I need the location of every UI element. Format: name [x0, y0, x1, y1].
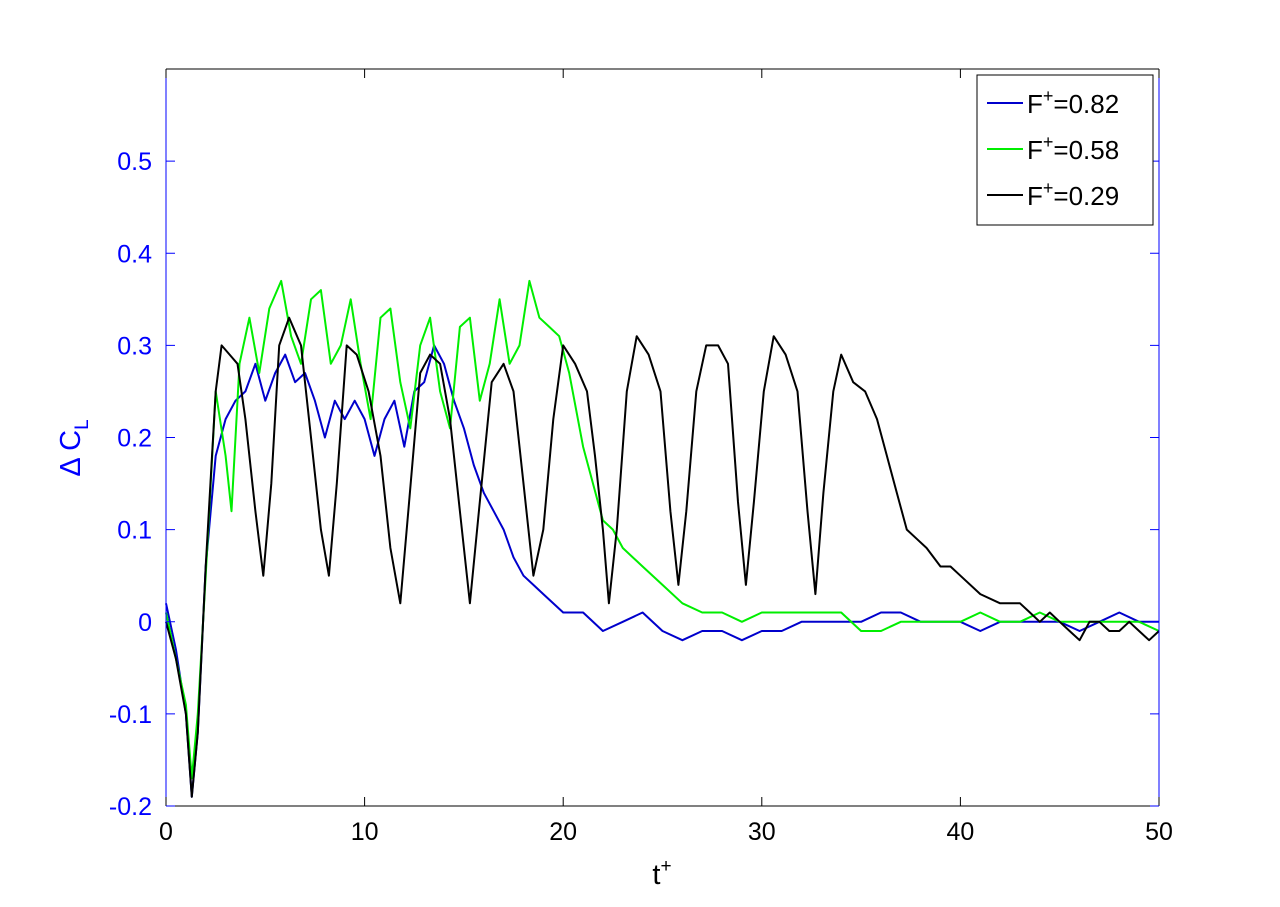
- x-tick-label: 50: [1145, 818, 1173, 846]
- x-tick-label: 40: [946, 818, 974, 846]
- legend-label-2: F+=0.58: [1027, 132, 1119, 165]
- y-tick-label: 0.3: [117, 332, 152, 360]
- x-tick-label: 10: [351, 818, 379, 846]
- x-tick-label: 20: [549, 818, 577, 846]
- series-line-2: [165, 279, 1160, 780]
- y-tick-label: 0.4: [117, 240, 152, 268]
- series-line-3: [165, 316, 1160, 798]
- y-tick-label: -0.1: [109, 701, 152, 729]
- x-axis-label: t+: [652, 856, 671, 891]
- legend-label-1: F+=0.82: [1027, 86, 1119, 119]
- y-tick-label: -0.2: [109, 793, 152, 821]
- y-tick-label: 0.2: [117, 425, 152, 453]
- x-tick-label: 30: [748, 818, 776, 846]
- legend-label-3: F+=0.29: [1027, 178, 1119, 211]
- y-tick-label: 0.1: [117, 517, 152, 545]
- legend: F+=0.82 F+=0.58 F+=0.29: [976, 74, 1154, 226]
- y-tick-label: 0.5: [117, 148, 152, 176]
- y-tick-label: 0: [138, 609, 152, 637]
- series-layer: [165, 279, 1160, 798]
- tick-layer: 0 10 20 30 40 50 -0.2 -0.1 0 0.1 0.2 0.3 0.4 0.5: [109, 69, 1173, 846]
- y-axis-label: Δ CL: [55, 419, 93, 476]
- x-tick-label: 0: [159, 818, 173, 846]
